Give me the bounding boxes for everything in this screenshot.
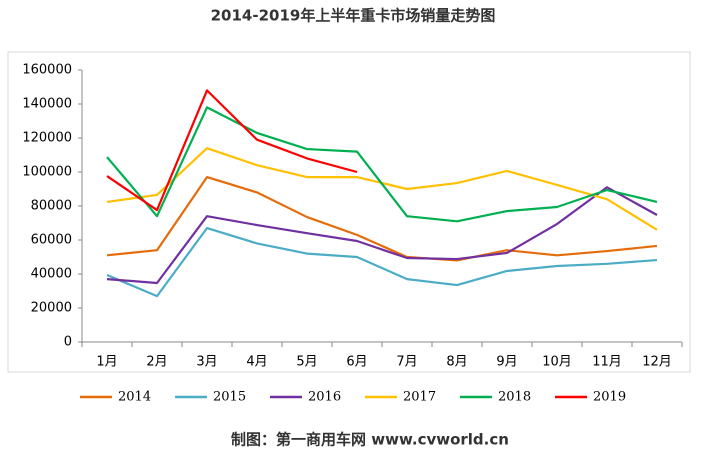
series-line (106, 147, 658, 231)
chart-title: 2014-2019年上半年重卡市场销量走势图 (211, 7, 496, 25)
legend-label: 2015 (213, 390, 246, 405)
plot-frame (7, 51, 691, 373)
legend-label: 2018 (498, 390, 531, 405)
series-line (106, 227, 658, 298)
legend-label: 2019 (593, 390, 626, 405)
source-note: 制图：第一商用车网 www.cvworld.cn (231, 431, 509, 449)
x-tick-label: 3月 (196, 355, 217, 370)
y-tick-label: 60000 (31, 233, 72, 248)
y-tick-label: 20000 (31, 301, 72, 316)
legend-label: 2017 (403, 390, 436, 405)
series-line (106, 176, 658, 262)
x-tick-label: 8月 (446, 355, 467, 370)
y-tick-label: 100000 (22, 165, 72, 180)
y-tick-label: 160000 (22, 63, 72, 78)
series-line (106, 89, 358, 212)
series-line (106, 186, 658, 285)
y-tick-label: 0 (64, 335, 72, 350)
x-tick-label: 9月 (496, 355, 517, 370)
legend-label: 2016 (308, 390, 341, 405)
x-tick-label: 4月 (246, 355, 267, 370)
legend-label: 2014 (118, 390, 151, 405)
series-line (106, 106, 658, 223)
x-tick-label: 1月 (96, 355, 117, 370)
y-tick-label: 80000 (31, 199, 72, 214)
x-tick-label: 7月 (396, 355, 417, 370)
x-tick-label: 6月 (346, 355, 367, 370)
x-tick-label: 2月 (146, 355, 167, 370)
y-tick-label: 140000 (22, 97, 72, 112)
y-tick-label: 40000 (31, 267, 72, 282)
y-tick-label: 120000 (22, 131, 72, 146)
x-tick-label: 11月 (592, 355, 622, 370)
x-tick-label: 5月 (296, 355, 317, 370)
x-tick-label: 12月 (642, 355, 672, 370)
x-tick-label: 10月 (542, 355, 572, 370)
